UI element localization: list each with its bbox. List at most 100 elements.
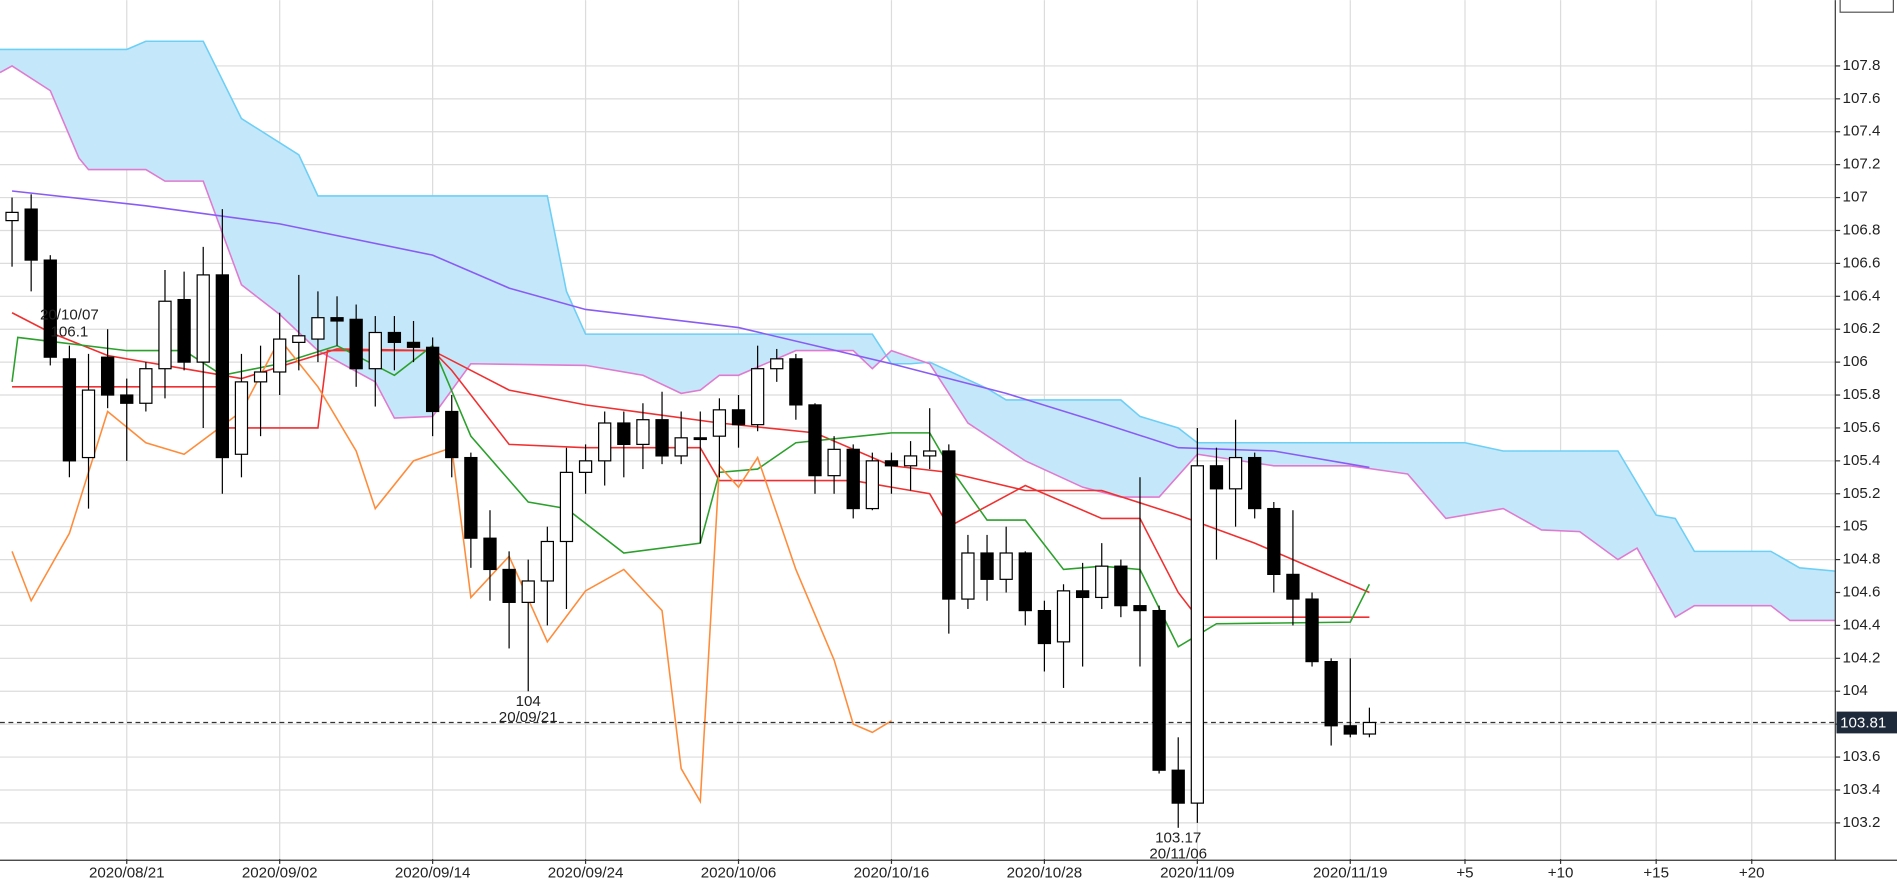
candle-layer xyxy=(5,194,1377,828)
candle-body xyxy=(521,580,535,603)
x-tick-label: +5 xyxy=(1456,865,1473,882)
candle-body xyxy=(292,335,306,343)
x-tick-label: 2020/11/09 xyxy=(1160,865,1235,882)
candle-body xyxy=(425,346,440,413)
y-tick-label: 104.6 xyxy=(1843,583,1881,600)
candle-body xyxy=(808,404,822,477)
candle-body xyxy=(789,358,803,406)
y-tick-label: 107.2 xyxy=(1843,156,1881,173)
candle-body xyxy=(1267,507,1281,575)
candle-body xyxy=(1324,661,1338,727)
y-tick-label: 105.2 xyxy=(1843,485,1881,502)
annotation-date: 20/11/06 xyxy=(1149,845,1207,862)
candle-body xyxy=(1343,725,1357,735)
candle-body xyxy=(1114,565,1128,607)
y-tick-label: 104.2 xyxy=(1843,649,1881,666)
candle-body xyxy=(387,331,402,343)
candle-body xyxy=(1075,590,1090,599)
y-tick-label: 106.8 xyxy=(1843,221,1881,238)
candle-body xyxy=(24,208,38,261)
annotation-value: 106.1 xyxy=(50,323,88,340)
candle-body xyxy=(1190,465,1204,804)
candle-body xyxy=(999,552,1013,580)
candle-body xyxy=(196,274,210,363)
y-tick-label: 103.6 xyxy=(1843,748,1881,765)
candle-body xyxy=(617,422,631,446)
candle-body xyxy=(923,450,937,457)
candle-body xyxy=(215,274,229,459)
x-tick-label: +20 xyxy=(1739,865,1765,882)
candle-body xyxy=(1228,456,1243,490)
candle-body xyxy=(846,448,860,510)
x-tick-label: +10 xyxy=(1548,865,1574,882)
candle-body xyxy=(1095,565,1109,599)
candle-body xyxy=(100,356,115,396)
candle-body xyxy=(311,317,325,340)
candle-body xyxy=(693,437,707,441)
candle-body xyxy=(750,368,765,426)
candle-body xyxy=(1286,573,1300,600)
candle-body xyxy=(674,437,688,457)
y-tick-label: 105.4 xyxy=(1843,452,1881,469)
y-tick-label: 103.2 xyxy=(1843,814,1881,831)
candle-body xyxy=(1305,598,1319,663)
candle-body xyxy=(1362,721,1377,735)
candle-body xyxy=(62,358,77,462)
candle-body xyxy=(1133,605,1147,612)
grid xyxy=(0,0,1836,860)
candle-body xyxy=(731,409,746,426)
candle-body xyxy=(578,460,593,473)
last-price-box xyxy=(1836,711,1897,734)
annotation-date: 20/10/07 xyxy=(40,306,99,323)
x-tick-label: 2020/10/06 xyxy=(701,865,777,882)
candle-body xyxy=(81,389,96,459)
candle-body xyxy=(1056,590,1071,643)
candle-body xyxy=(1209,465,1224,490)
candle-body xyxy=(903,455,918,467)
candle-body xyxy=(330,317,344,322)
y-tick-label: 107 xyxy=(1843,189,1868,206)
indicator-line xyxy=(11,190,1370,469)
candle-body xyxy=(177,298,191,363)
x-tick-label: 2020/11/19 xyxy=(1313,865,1388,882)
y-tick-label: 106.4 xyxy=(1843,287,1881,304)
candle-body xyxy=(1248,456,1262,510)
annotation-date: 20/09/21 xyxy=(499,709,558,726)
candle-body xyxy=(942,450,956,600)
x-tick-label: 2020/08/21 xyxy=(89,865,165,882)
candle-body xyxy=(961,552,975,600)
candle-body xyxy=(43,259,57,358)
candle-body xyxy=(712,409,727,437)
candle-body xyxy=(464,456,478,539)
y-tick-label: 106 xyxy=(1843,353,1868,370)
x-tick-label: 2020/09/02 xyxy=(242,865,318,882)
candle-body xyxy=(253,371,268,383)
candle-body xyxy=(349,318,363,370)
y-tick-label: 106.2 xyxy=(1843,320,1881,337)
candle-body xyxy=(502,568,516,603)
candle-body xyxy=(827,448,841,477)
annotation-value: 103.17 xyxy=(1155,830,1201,847)
annotation-value: 104 xyxy=(516,693,541,710)
candle-body xyxy=(655,419,669,457)
candle-body xyxy=(636,419,650,446)
x-tick-label: +15 xyxy=(1643,865,1669,882)
scale-toggle[interactable] xyxy=(1839,0,1894,13)
candle-body xyxy=(884,460,899,467)
y-tick-label: 104.8 xyxy=(1843,551,1881,568)
candle-body xyxy=(1152,609,1166,771)
candle-body xyxy=(139,368,153,404)
x-tick-label: 2020/10/28 xyxy=(1007,865,1083,882)
y-tick-label: 104.4 xyxy=(1843,616,1881,633)
y-tick-label: 105.8 xyxy=(1843,386,1881,403)
x-tick-label: 2020/09/24 xyxy=(548,865,624,882)
candle-body xyxy=(445,410,459,459)
y-tick-label: 107.6 xyxy=(1843,90,1881,107)
y-tick-label: 107.4 xyxy=(1843,123,1881,140)
candle-body xyxy=(368,331,382,370)
candle-body xyxy=(1037,609,1052,645)
candle-body xyxy=(1018,552,1032,612)
